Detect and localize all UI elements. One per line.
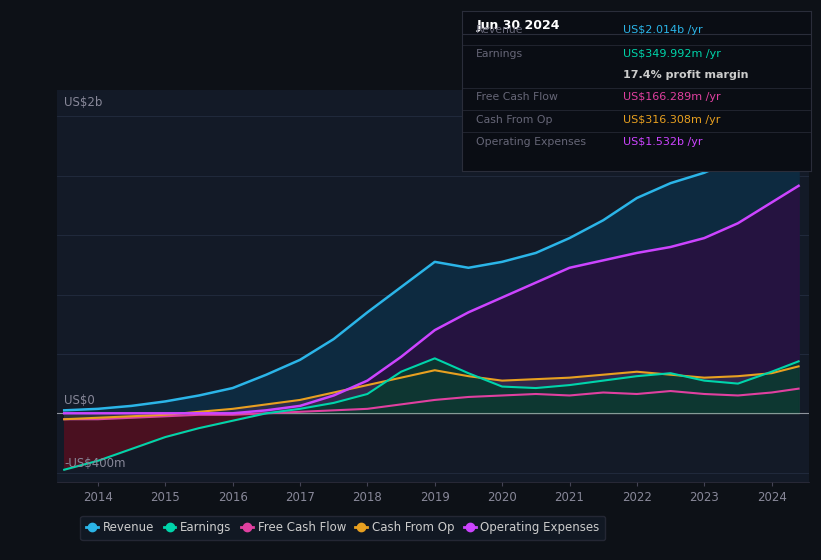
- Text: -US$400m: -US$400m: [64, 457, 126, 470]
- Text: 17.4% profit margin: 17.4% profit margin: [623, 70, 748, 80]
- Text: US$2.014b /yr: US$2.014b /yr: [623, 25, 702, 35]
- Text: Operating Expenses: Operating Expenses: [476, 137, 586, 147]
- Text: US$2b: US$2b: [64, 96, 103, 109]
- Legend: Revenue, Earnings, Free Cash Flow, Cash From Op, Operating Expenses: Revenue, Earnings, Free Cash Flow, Cash …: [80, 516, 605, 540]
- Text: US$349.992m /yr: US$349.992m /yr: [623, 49, 721, 59]
- Text: Earnings: Earnings: [476, 49, 523, 59]
- Text: US$316.308m /yr: US$316.308m /yr: [623, 115, 720, 125]
- Text: US$1.532b /yr: US$1.532b /yr: [623, 137, 702, 147]
- Text: US$166.289m /yr: US$166.289m /yr: [623, 92, 720, 102]
- Text: Revenue: Revenue: [476, 25, 524, 35]
- Text: Jun 30 2024: Jun 30 2024: [476, 19, 560, 32]
- Text: Cash From Op: Cash From Op: [476, 115, 553, 125]
- Text: US$0: US$0: [64, 394, 95, 407]
- Text: Free Cash Flow: Free Cash Flow: [476, 92, 558, 102]
